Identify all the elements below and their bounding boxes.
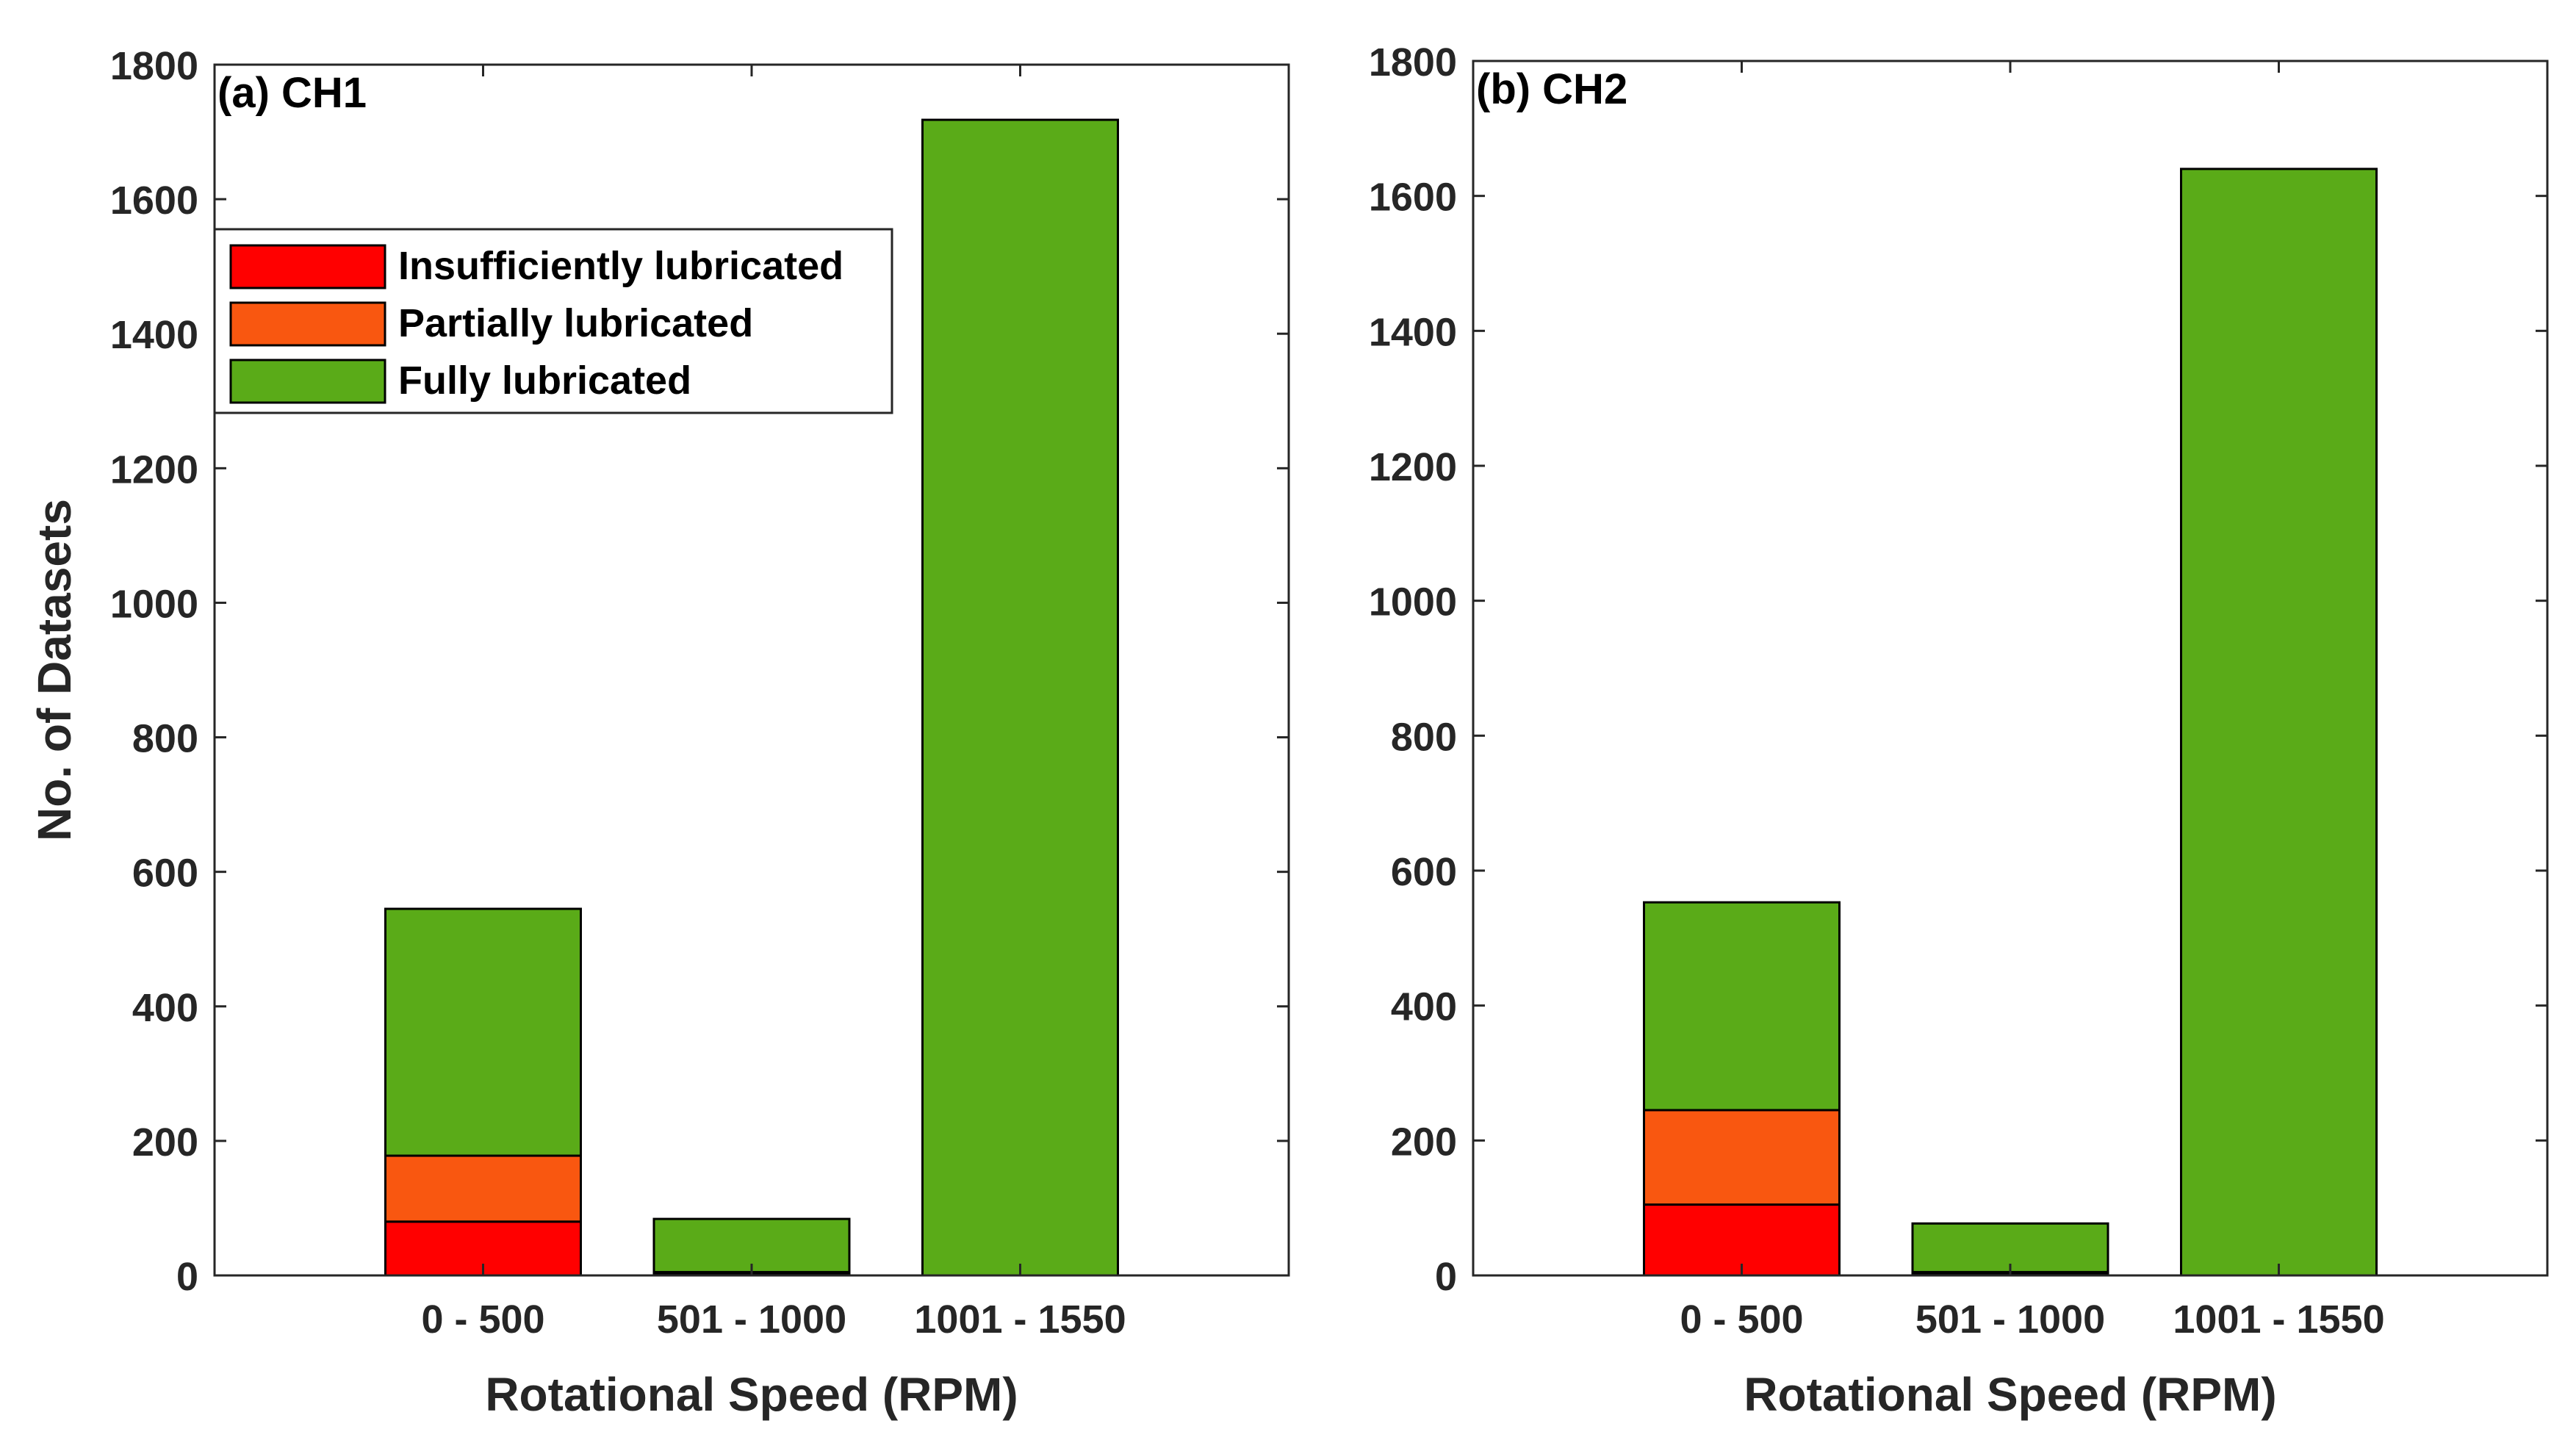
legend-swatch-1 (229, 244, 386, 289)
ytick-label-3: 600 (1391, 850, 1457, 894)
ytick-label-9: 1800 (1369, 40, 1457, 84)
x-axis-label: Rotational Speed (RPM) (485, 1368, 1018, 1421)
ytick-label-7: 1400 (1369, 310, 1457, 354)
bar-3-3 (921, 118, 1119, 1277)
bar-3-1 (384, 907, 582, 1157)
ytick-label-1: 200 (1391, 1120, 1457, 1164)
legend-label-1: Insufficiently lubricated (398, 244, 843, 288)
bar-2-1 (384, 1154, 582, 1223)
legend-swatch-3 (229, 359, 386, 404)
ytick-label-4: 800 (1391, 715, 1457, 759)
bar-3-1 (1643, 901, 1841, 1112)
legend-label-2: Partially lubricated (398, 301, 753, 345)
bar-2-1 (1643, 1109, 1841, 1206)
chart-panel-1: 0 200 400 600 800 1000 1200 1400 1600 1800 0 - 500… (28, 44, 1290, 1421)
xtick-label-2: 1001 - 1550 (914, 1297, 1126, 1342)
ytick-label-2: 400 (1391, 985, 1457, 1029)
legend-label-3: Fully lubricated (398, 359, 691, 403)
ytick-label-5: 1000 (110, 582, 198, 626)
bar-3-2 (652, 1217, 851, 1273)
xtick-label-0: 0 - 500 (421, 1297, 544, 1342)
ytick-label-6: 1200 (1369, 445, 1457, 489)
plot-area (1473, 61, 2547, 1275)
xtick-label-1: 501 - 1000 (657, 1297, 846, 1342)
ytick-label-6: 1200 (110, 447, 198, 492)
legend-swatch-2 (229, 301, 386, 347)
ytick-label-0: 0 (1435, 1255, 1457, 1299)
ytick-label-5: 1000 (1369, 580, 1457, 624)
legend: Insufficiently lubricated Partially lubri… (213, 228, 893, 414)
ytick-label-4: 800 (132, 717, 198, 761)
ytick-label-8: 1600 (1369, 176, 1457, 220)
x-axis-label: Rotational Speed (RPM) (1744, 1368, 2276, 1421)
ytick-label-7: 1400 (110, 313, 198, 357)
chart-panel-2: 0 200 400 600 800 1000 1200 1400 1600 1800 0 - 500… (1369, 40, 2549, 1421)
xtick-label-2: 1001 - 1550 (2173, 1297, 2384, 1342)
ytick-label-1: 200 (132, 1120, 198, 1164)
panel-title: (a) CH1 (217, 69, 367, 117)
xtick-label-0: 0 - 500 (1680, 1297, 1803, 1342)
ytick-label-0: 0 (176, 1255, 198, 1299)
xtick-label-1: 501 - 1000 (1915, 1297, 2105, 1342)
ytick-label-8: 1600 (110, 179, 198, 223)
panel-title: (b) CH2 (1476, 65, 1627, 113)
bar-3-3 (2180, 168, 2378, 1277)
ytick-label-2: 400 (132, 986, 198, 1030)
y-axis-label: No. of Datasets (28, 499, 81, 841)
ytick-label-3: 600 (132, 852, 198, 896)
ytick-label-9: 1800 (110, 44, 198, 88)
